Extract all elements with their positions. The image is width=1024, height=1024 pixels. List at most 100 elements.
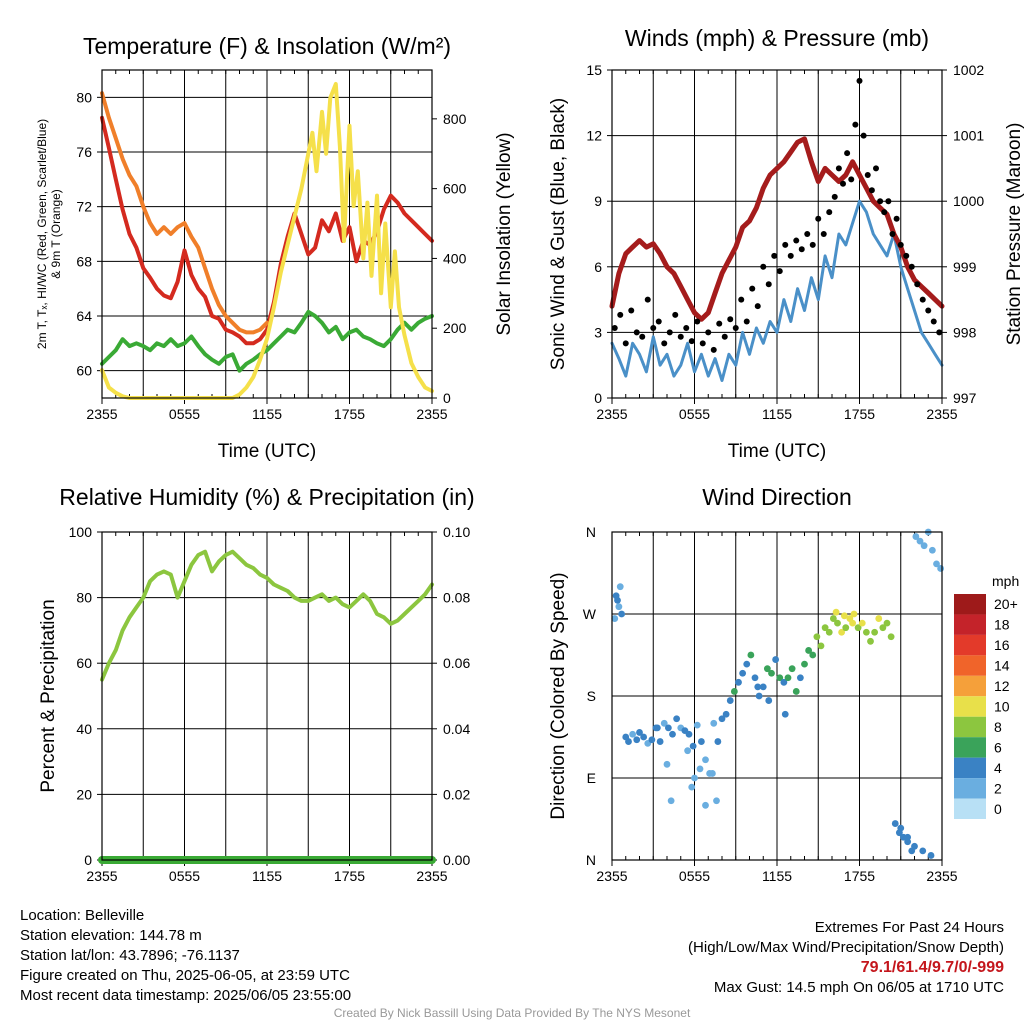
series-line-9m-t (100, 91, 269, 335)
wind-direction-point (722, 710, 730, 718)
gust-point (754, 303, 761, 310)
gust-point (893, 215, 900, 222)
y-tick-label-right: 997 (953, 390, 977, 406)
gust-point (856, 77, 863, 84)
chart-panel-2: Winds (mph) & Pressure (mb) 2355 0555 1155 1… (548, 25, 1024, 462)
chart-panel-3: Relative Humidity (%) & Precipitation (i… (38, 484, 475, 884)
x-tick-label: 1755 (844, 868, 875, 884)
x-tick-label: 1755 (844, 406, 875, 422)
gust-point (873, 165, 879, 172)
colorbar-label: 18 (994, 617, 1010, 633)
gust-point (897, 241, 904, 248)
wind-direction-point (911, 842, 918, 850)
wind-direction-point (916, 537, 924, 545)
colorbar-swatch (954, 634, 986, 656)
wind-direction-point (636, 729, 643, 736)
gust-point (661, 340, 668, 347)
wind-direction-point (640, 733, 648, 741)
wind-direction-point (862, 628, 870, 636)
wind-direction-point (849, 619, 857, 627)
y-tick-label-left: 80 (76, 590, 92, 606)
gust-point (844, 150, 851, 157)
gust-point (903, 252, 910, 259)
colorbar-label: 0 (994, 801, 1002, 817)
gust-point (622, 340, 629, 347)
y-axis-label-line-2: & 9m T (Orange) (49, 189, 63, 279)
gust-point (743, 318, 750, 325)
y-tick-label-left: N (586, 852, 596, 868)
y-tick-label-left: 60 (76, 363, 92, 379)
colorbar-label: 8 (994, 719, 1002, 735)
wind-direction-point (788, 665, 796, 673)
gust-point (885, 198, 892, 205)
y-tick-label-left: 80 (76, 89, 92, 105)
wind-direction-point (763, 665, 771, 673)
plot-frame (101, 531, 433, 861)
wind-direction-point (842, 624, 850, 632)
wind-direction-point (618, 610, 626, 618)
colorbar-swatch (954, 778, 986, 799)
credit-line: Created By Nick Bassill Using Data Provi… (333, 1006, 691, 1020)
y-tick-label-left: N (586, 524, 596, 540)
gust-point (639, 333, 646, 340)
x-tick-label: 0555 (679, 406, 710, 422)
wind-direction-point (754, 683, 762, 691)
y-tick-label-right: 0.10 (443, 524, 470, 540)
wind-direction-point (708, 770, 716, 777)
gust-point (727, 316, 734, 323)
gust-point (860, 132, 867, 139)
wind-direction-point (875, 615, 883, 622)
y-tick-label-right: 0.04 (443, 721, 470, 737)
gust-point (936, 329, 943, 336)
y-tick-label-left: 3 (594, 324, 602, 340)
x-tick-label: 2355 (926, 406, 957, 422)
wind-direction-point (805, 647, 813, 654)
wind-direction-point (850, 610, 858, 618)
wind-direction-point (611, 615, 619, 622)
y-tick-label-left: 100 (69, 524, 93, 540)
wind-direction-point (879, 624, 887, 632)
wind-direction-point (867, 637, 874, 645)
x-tick-label: 2355 (86, 406, 117, 422)
wind-direction-point (891, 820, 899, 827)
wind-direction-point (656, 738, 664, 745)
gust-point (732, 325, 739, 332)
x-tick-label: 2355 (416, 868, 447, 884)
wind-direction-point (629, 730, 637, 738)
gust-point (738, 296, 745, 303)
x-tick-label: 2355 (416, 406, 447, 422)
colorbar-label: 12 (994, 678, 1010, 694)
y-tick-label-left: 40 (76, 721, 92, 737)
x-tick-label: 1755 (334, 868, 365, 884)
gust-point (617, 311, 624, 318)
gust-point (804, 231, 811, 237)
wind-direction-point (825, 628, 833, 636)
gust-point (919, 296, 926, 303)
chart-title: Relative Humidity (%) & Precipitation (i… (59, 484, 474, 510)
gust-point (628, 307, 635, 314)
gust-point (925, 307, 932, 314)
wind-direction-point (663, 760, 671, 768)
wind-direction-point (743, 660, 751, 668)
x-tick-label: 2355 (596, 868, 627, 884)
wind-direction-point (735, 678, 742, 686)
wind-direction-point (739, 669, 747, 677)
wind-direction-point (840, 612, 848, 620)
colorbar-swatch (954, 798, 986, 819)
wind-direction-point (747, 651, 755, 659)
wind-direction-point (796, 674, 804, 682)
y-tick-label-left: 0 (594, 390, 602, 406)
gust-point (705, 329, 712, 336)
gust-point (771, 252, 778, 259)
gust-point (831, 193, 838, 200)
y-axis-label-line-1: 2m T, Tₓ, HI/WC (Red, Green, Scarlet/Blu… (35, 119, 49, 349)
wind-direction-point (809, 651, 817, 659)
gust-point (848, 176, 855, 183)
colorbar-label: 20+ (994, 596, 1018, 612)
y-axis-label-right: Station Pressure (Maroon) (1004, 123, 1024, 346)
wind-direction-point (730, 688, 738, 695)
gust-point (840, 180, 846, 187)
wind-direction-point (792, 688, 800, 695)
colorbar-label: 16 (994, 637, 1010, 653)
wind-direction-point (688, 783, 696, 791)
